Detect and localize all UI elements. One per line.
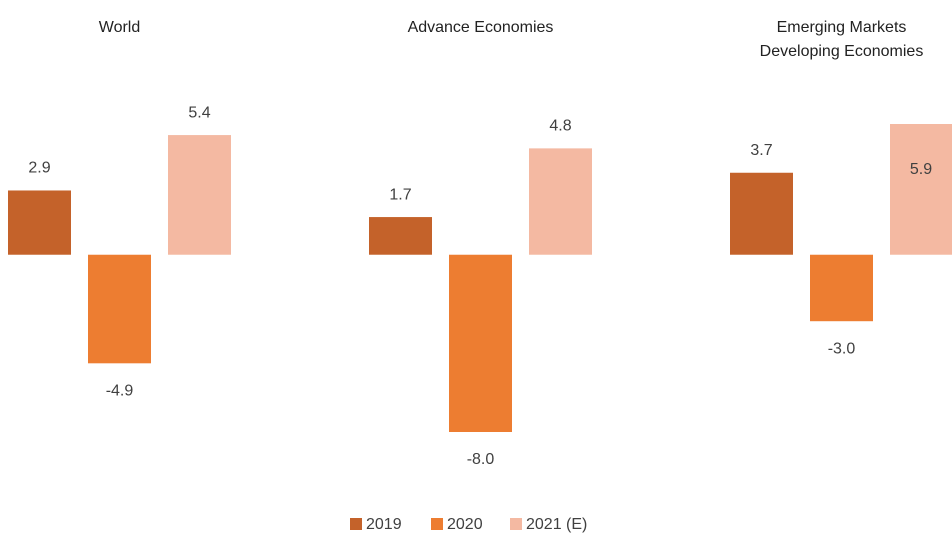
category-label: Advance Economies [407, 19, 554, 36]
legend-label: 2020 [447, 516, 483, 533]
bar [730, 172, 793, 255]
value-label: 4.8 [549, 118, 571, 135]
bar [890, 124, 952, 255]
bar [369, 217, 432, 255]
value-label: 1.7 [389, 186, 411, 203]
legend-swatch [350, 518, 362, 530]
value-label: 2.9 [28, 160, 50, 177]
legend-label: 2019 [366, 516, 402, 533]
value-label: -4.9 [106, 383, 134, 400]
value-label: -8.0 [467, 451, 495, 468]
value-label: 5.4 [188, 104, 210, 121]
bar [529, 148, 592, 255]
value-label: 3.7 [750, 142, 772, 159]
bar [8, 190, 71, 255]
legend-label: 2021 (E) [526, 516, 587, 533]
bar [168, 135, 231, 255]
legend-swatch [431, 518, 443, 530]
bar [449, 254, 512, 432]
bar [810, 254, 873, 322]
legend-swatch [510, 518, 522, 530]
value-label: 5.9 [910, 161, 932, 178]
value-label: -3.0 [828, 340, 856, 357]
bar [88, 254, 151, 364]
category-label: Emerging Markets Developing Economies [759, 19, 924, 60]
category-label: World [98, 19, 141, 36]
